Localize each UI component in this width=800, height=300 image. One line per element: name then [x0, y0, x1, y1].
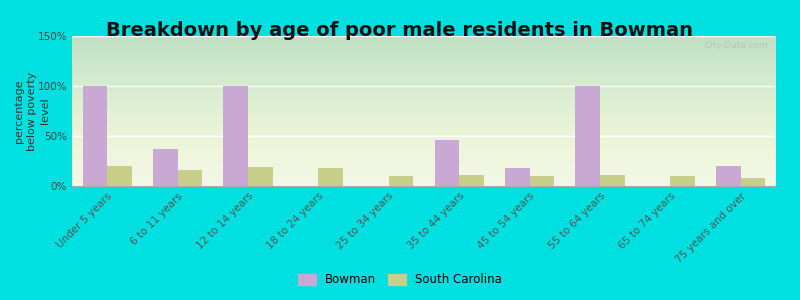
Bar: [670, 176, 695, 186]
Bar: [107, 166, 132, 186]
Text: City-Data.com: City-Data.com: [705, 40, 769, 50]
Bar: [82, 86, 107, 186]
Bar: [389, 176, 414, 186]
Bar: [178, 170, 202, 186]
Bar: [153, 149, 178, 186]
Bar: [505, 168, 530, 186]
Bar: [434, 140, 459, 186]
Bar: [741, 178, 766, 186]
Legend: Bowman, South Carolina: Bowman, South Carolina: [294, 269, 506, 291]
Bar: [600, 175, 625, 186]
Bar: [248, 167, 273, 186]
Bar: [459, 175, 484, 186]
Bar: [530, 176, 554, 186]
Bar: [318, 168, 343, 186]
Y-axis label: percentage
below poverty
level: percentage below poverty level: [14, 71, 50, 151]
Bar: [716, 166, 741, 186]
Text: Breakdown by age of poor male residents in Bowman: Breakdown by age of poor male residents …: [106, 21, 694, 40]
Bar: [575, 86, 600, 186]
Bar: [223, 86, 248, 186]
